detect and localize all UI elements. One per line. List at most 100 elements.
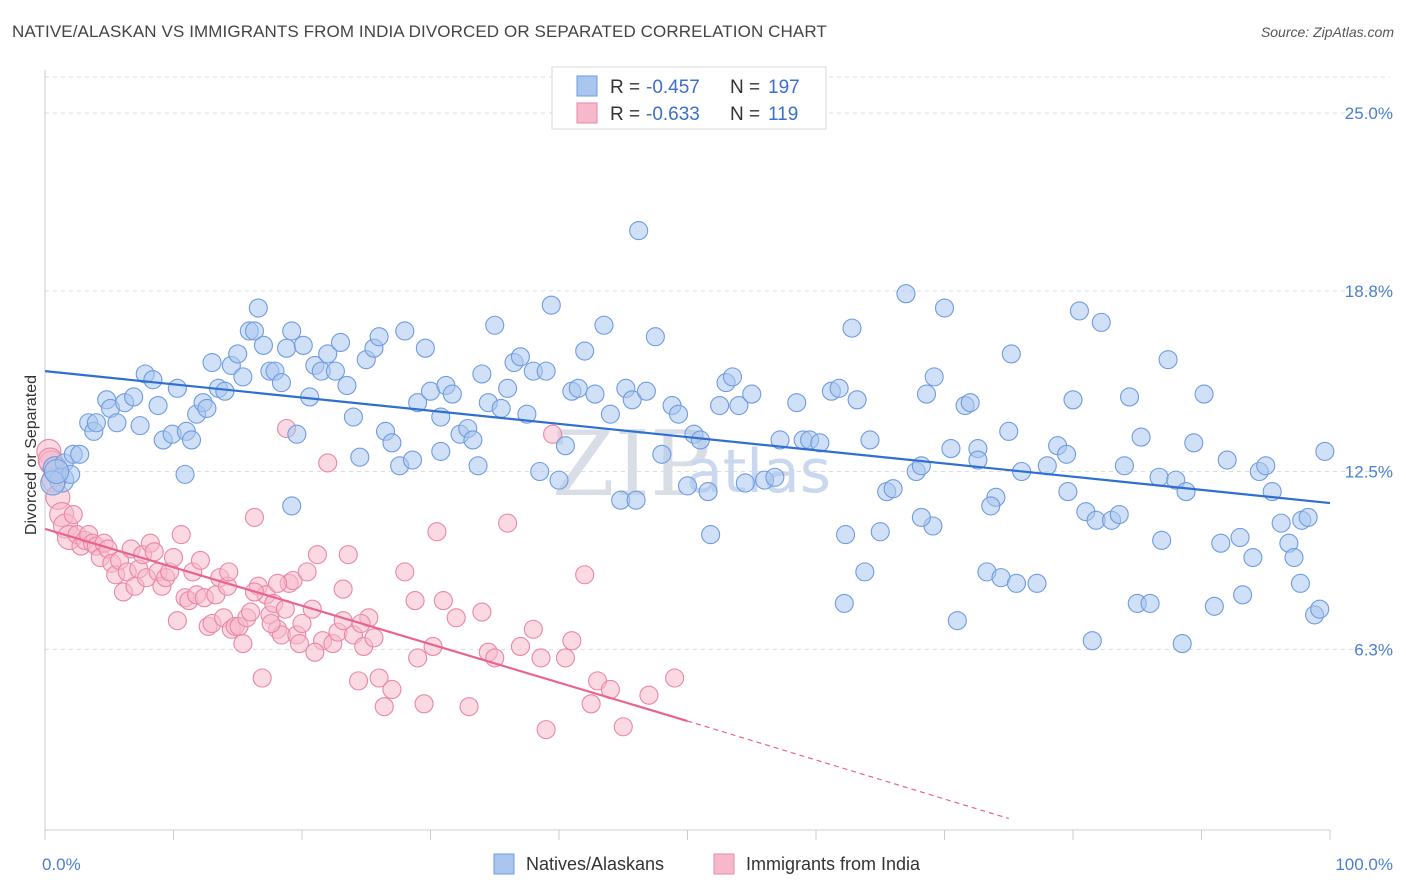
natives-point-186 (1063, 390, 1083, 410)
natives-point-112 (810, 433, 830, 453)
natives-point-77 (536, 361, 556, 381)
natives-point-67 (472, 364, 492, 384)
india-point-80 (364, 628, 384, 648)
natives-point-118 (855, 562, 875, 582)
india-point-101 (543, 424, 563, 444)
natives-point-132 (960, 393, 980, 413)
natives-point-82 (568, 378, 588, 398)
natives-point-28 (228, 344, 248, 364)
natives-point-52 (369, 327, 389, 347)
natives-point-128 (934, 298, 955, 318)
natives-point-165 (1256, 456, 1276, 476)
trend-lines (44, 370, 1331, 820)
india-point-118 (305, 642, 325, 662)
natives-point-114 (829, 378, 849, 398)
natives-point-189 (44, 458, 70, 485)
natives-point-102 (722, 367, 743, 387)
top-legend: R = -0.457 N = 197 R = -0.633 N = 119 (551, 66, 827, 130)
india-point-90 (433, 591, 453, 611)
natives-point-180 (468, 456, 488, 476)
x-tick-label-max: 100.0% (1335, 855, 1393, 874)
india-point-67 (297, 562, 317, 582)
legend-r-label: R = (610, 77, 640, 98)
trend-line-natives (44, 370, 1331, 505)
natives-point-71 (498, 378, 518, 398)
natives-point-199 (968, 450, 988, 470)
india-point-85 (405, 591, 425, 611)
india-point-108 (613, 717, 633, 737)
india-point-100 (536, 720, 556, 740)
natives-point-184 (911, 507, 931, 527)
natives-point-103 (729, 395, 749, 416)
natives-point-169 (1284, 547, 1304, 568)
natives-point-54 (382, 433, 402, 453)
india-point-88 (423, 636, 443, 657)
natives-point-49 (350, 447, 370, 467)
bottom-legend-label-natives: Natives/Alaskans (526, 854, 664, 874)
natives-point-109 (787, 393, 807, 413)
natives-point-187 (1290, 573, 1310, 593)
y-tick-label-2: 18.8% (1345, 282, 1393, 301)
natives-point-116 (842, 318, 862, 338)
natives-point-73 (510, 347, 531, 367)
natives-point-74 (517, 404, 537, 424)
natives-point-119 (860, 430, 880, 450)
natives-point-89 (622, 390, 642, 410)
natives-point-85 (594, 315, 614, 335)
natives-point-48 (343, 407, 363, 427)
legend-r-value-natives: -0.457 (646, 77, 700, 98)
source-label: Source: ZipAtlas.com (1260, 24, 1394, 40)
natives-point-182 (698, 482, 718, 502)
natives-point-173 (1310, 599, 1330, 619)
india-point-96 (498, 513, 518, 533)
natives-point-141 (1037, 456, 1057, 476)
india-point-53 (241, 602, 261, 622)
legend-n-label: N = (730, 104, 760, 125)
natives-point-45 (325, 361, 345, 381)
trend-line-india-extension (687, 720, 1009, 820)
grid-lines (45, 76, 1390, 650)
natives-point-92 (645, 327, 665, 347)
india-point-84 (395, 562, 415, 582)
natives-point-46 (330, 332, 351, 353)
natives-point-117 (847, 390, 867, 410)
natives-point-160 (1211, 533, 1231, 553)
india-point-66 (292, 613, 312, 634)
natives-point-29 (233, 367, 253, 387)
natives-point-18 (167, 378, 187, 398)
y-tick-label-1: 12.5% (1345, 463, 1393, 482)
india-point-71 (318, 453, 338, 473)
natives-point-105 (742, 384, 762, 404)
natives-point-23 (197, 398, 217, 418)
series-natives-points (40, 221, 1335, 654)
natives-point-115 (836, 525, 856, 545)
natives-point-123 (896, 284, 916, 304)
y-tick-label-3: 25.0% (1345, 104, 1393, 123)
india-point-33 (163, 547, 184, 568)
natives-point-95 (668, 404, 689, 424)
natives-point-104 (735, 473, 755, 493)
natives-point-78 (541, 295, 561, 315)
natives-point-194 (1114, 456, 1134, 476)
india-point-51 (233, 634, 253, 654)
india-point-105 (581, 694, 601, 714)
india-point-89 (427, 522, 447, 542)
natives-point-159 (1204, 596, 1224, 616)
chart-title: NATIVE/ALASKAN VS IMMIGRANTS FROM INDIA … (12, 22, 827, 41)
natives-point-6 (86, 413, 106, 433)
natives-point-178 (282, 496, 302, 516)
natives-point-147 (1091, 312, 1111, 332)
natives-point-149 (1109, 504, 1129, 525)
y-axis-label: Divorced or Separated (23, 375, 40, 535)
natives-point-12 (130, 416, 150, 436)
legend-swatch-natives (576, 75, 598, 97)
natives-point-33 (253, 335, 274, 355)
bottom-legend-swatch-india (713, 853, 735, 875)
natives-point-153 (1149, 467, 1169, 487)
legend-n-value-india: 119 (768, 104, 798, 125)
natives-point-76 (530, 461, 550, 482)
natives-point-80 (555, 436, 575, 456)
natives-point-56 (395, 321, 415, 341)
natives-point-99 (701, 525, 721, 545)
